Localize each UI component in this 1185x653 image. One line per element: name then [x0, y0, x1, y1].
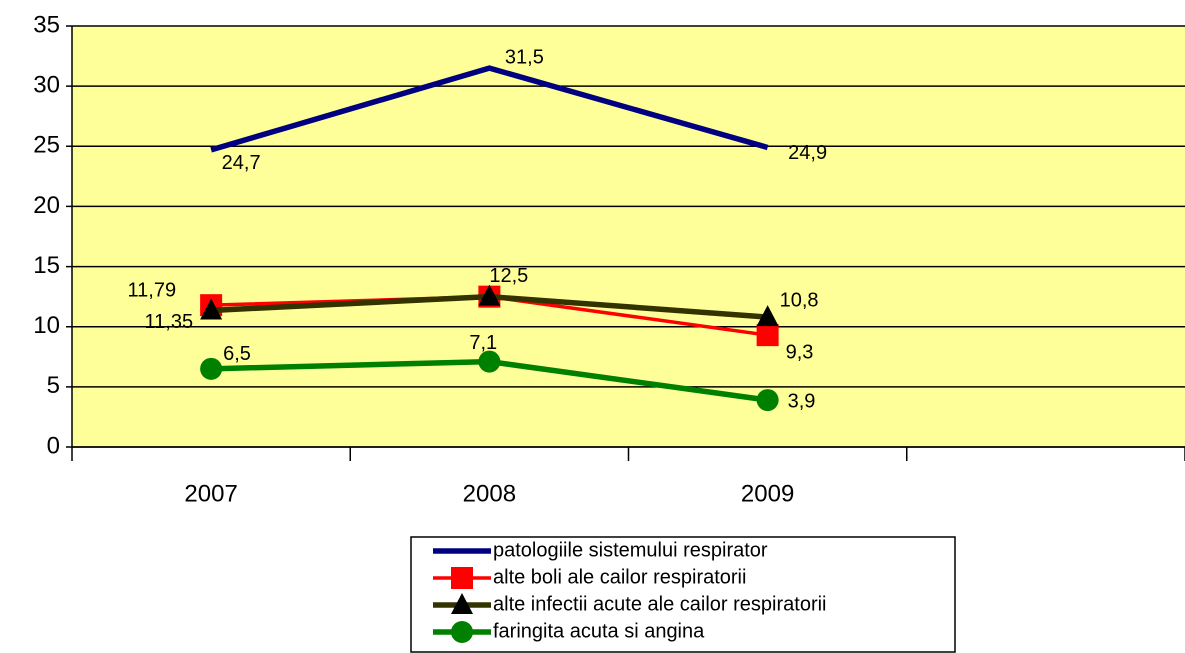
data-label: 31,5	[505, 46, 544, 68]
data-label: 10,8	[780, 289, 819, 311]
marker	[451, 593, 473, 614]
y-tick-label: 15	[33, 252, 60, 279]
legend-label: alte infectii acute ale cailor respirato…	[493, 593, 827, 615]
data-label: 9,3	[786, 341, 814, 363]
data-label: 11,35	[145, 311, 194, 333]
y-tick-label: 0	[47, 432, 60, 459]
y-tick-label: 35	[33, 11, 60, 38]
plot-area	[72, 26, 1185, 447]
marker	[756, 324, 779, 347]
marker	[478, 284, 501, 306]
marker	[200, 357, 223, 380]
x-tick-label: 2007	[184, 480, 237, 507]
data-label: 6,5	[223, 343, 251, 365]
legend: patologiile sistemului respirator alte bo…	[410, 536, 956, 653]
y-tick-label: 30	[33, 71, 60, 98]
data-label: 11,79	[128, 279, 177, 301]
series-line	[210, 65, 769, 153]
data-label: 7,1	[469, 332, 497, 354]
y-tick-label: 25	[33, 132, 60, 159]
y-tick-label: 10	[33, 312, 60, 339]
data-label: 12,5	[489, 265, 528, 287]
marker	[200, 298, 223, 320]
data-label: 3,9	[788, 390, 816, 412]
data-label: 24,7	[222, 152, 261, 174]
marker	[451, 567, 473, 589]
marker	[756, 389, 779, 412]
marker	[478, 350, 501, 373]
legend-box	[410, 536, 956, 653]
legend-label: patologiile sistemului respirator	[493, 539, 768, 561]
y-tick-label: 20	[33, 192, 60, 219]
legend-label: faringita acuta si angina	[493, 620, 705, 642]
marker	[451, 621, 473, 643]
x-tick-label: 2009	[741, 480, 794, 507]
data-label: 24,9	[788, 142, 827, 164]
marker	[756, 305, 779, 327]
y-tick-label: 5	[47, 372, 60, 399]
legend-label: alte boli ale cailor respiratorii	[493, 566, 746, 588]
x-tick-label: 2008	[463, 480, 516, 507]
